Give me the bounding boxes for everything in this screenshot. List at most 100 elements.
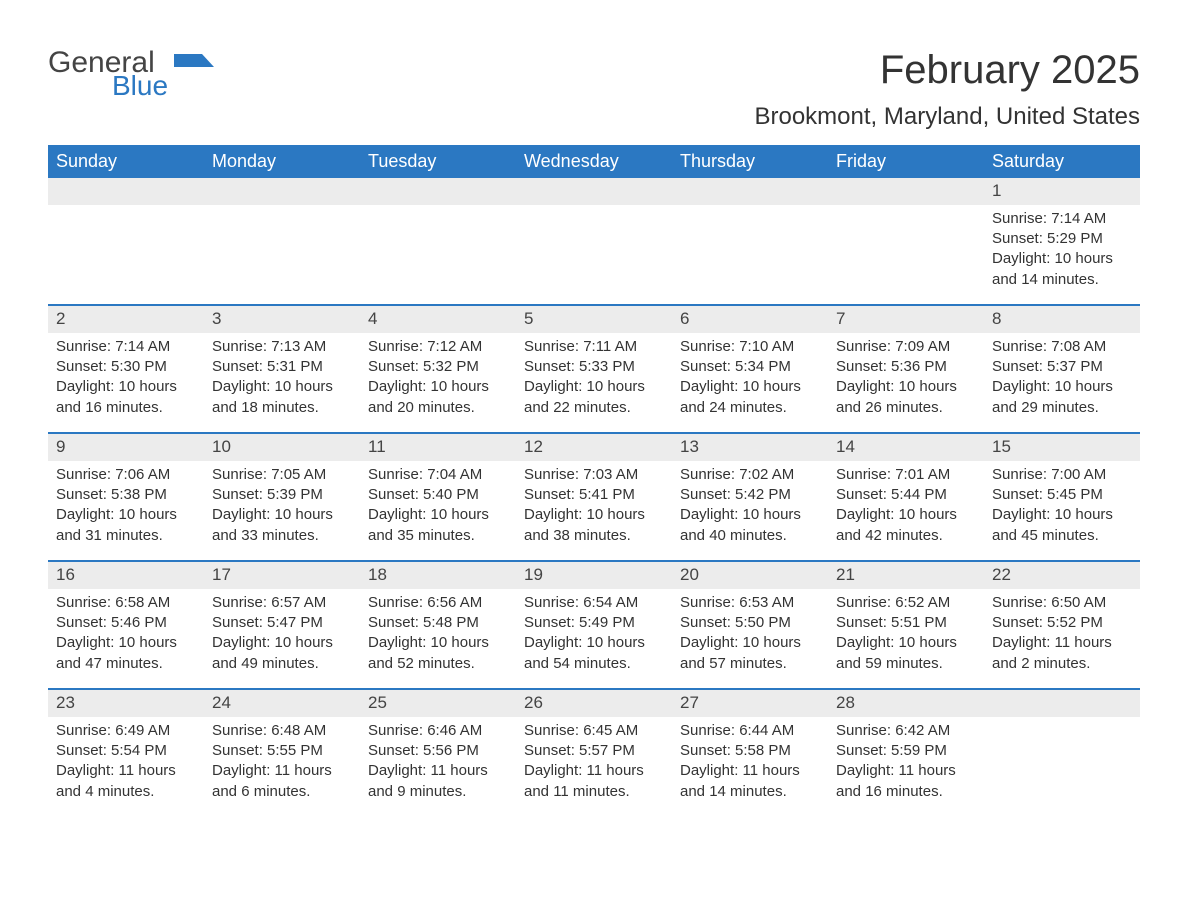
sunset-text: Sunset: 5:38 PM (56, 485, 196, 505)
sunset-text: Sunset: 5:47 PM (212, 613, 352, 633)
day-number: 7 (828, 306, 984, 333)
day-number: 19 (516, 562, 672, 589)
header: General Blue February 2025 Brookmont, Ma… (48, 48, 1140, 131)
calendar-day: 22Sunrise: 6:50 AMSunset: 5:52 PMDayligh… (984, 562, 1140, 688)
day-number: 1 (984, 178, 1140, 205)
sunset-text: Sunset: 5:32 PM (368, 357, 508, 377)
day-number: . (828, 178, 984, 205)
calendar-day: 24Sunrise: 6:48 AMSunset: 5:55 PMDayligh… (204, 690, 360, 816)
daylight-text: Daylight: 11 hours and 4 minutes. (56, 761, 196, 802)
calendar-day: 21Sunrise: 6:52 AMSunset: 5:51 PMDayligh… (828, 562, 984, 688)
title-block: February 2025 Brookmont, Maryland, Unite… (754, 48, 1140, 131)
weekday-header: Monday (204, 145, 360, 178)
sunrise-text: Sunrise: 6:44 AM (680, 721, 820, 741)
calendar-day: . (828, 178, 984, 304)
sunset-text: Sunset: 5:58 PM (680, 741, 820, 761)
daylight-text: Daylight: 10 hours and 35 minutes. (368, 505, 508, 546)
sunset-text: Sunset: 5:51 PM (836, 613, 976, 633)
weeks-container: ......1Sunrise: 7:14 AMSunset: 5:29 PMDa… (48, 178, 1140, 816)
day-number: 28 (828, 690, 984, 717)
sunset-text: Sunset: 5:55 PM (212, 741, 352, 761)
sunrise-text: Sunrise: 6:42 AM (836, 721, 976, 741)
day-number: 5 (516, 306, 672, 333)
page-title: February 2025 (754, 48, 1140, 93)
day-number: 18 (360, 562, 516, 589)
day-number: 14 (828, 434, 984, 461)
calendar-day: 9Sunrise: 7:06 AMSunset: 5:38 PMDaylight… (48, 434, 204, 560)
day-number: 6 (672, 306, 828, 333)
day-number: 4 (360, 306, 516, 333)
sunset-text: Sunset: 5:45 PM (992, 485, 1132, 505)
calendar-day: 23Sunrise: 6:49 AMSunset: 5:54 PMDayligh… (48, 690, 204, 816)
calendar-day: 6Sunrise: 7:10 AMSunset: 5:34 PMDaylight… (672, 306, 828, 432)
day-number: 9 (48, 434, 204, 461)
sunrise-text: Sunrise: 7:03 AM (524, 465, 664, 485)
day-number: . (48, 178, 204, 205)
sunset-text: Sunset: 5:52 PM (992, 613, 1132, 633)
day-number: 10 (204, 434, 360, 461)
sunset-text: Sunset: 5:57 PM (524, 741, 664, 761)
sunrise-text: Sunrise: 7:14 AM (992, 209, 1132, 229)
sunset-text: Sunset: 5:29 PM (992, 229, 1132, 249)
day-number: . (984, 690, 1140, 717)
calendar-day: 7Sunrise: 7:09 AMSunset: 5:36 PMDaylight… (828, 306, 984, 432)
day-number: . (672, 178, 828, 205)
location: Brookmont, Maryland, United States (754, 103, 1140, 131)
weekday-header: Sunday (48, 145, 204, 178)
sunset-text: Sunset: 5:36 PM (836, 357, 976, 377)
day-number: . (516, 178, 672, 205)
sunset-text: Sunset: 5:48 PM (368, 613, 508, 633)
flag-icon (174, 54, 214, 80)
sunrise-text: Sunrise: 6:45 AM (524, 721, 664, 741)
sunset-text: Sunset: 5:30 PM (56, 357, 196, 377)
daylight-text: Daylight: 11 hours and 2 minutes. (992, 633, 1132, 674)
day-number: 13 (672, 434, 828, 461)
daylight-text: Daylight: 10 hours and 16 minutes. (56, 377, 196, 418)
daylight-text: Daylight: 10 hours and 40 minutes. (680, 505, 820, 546)
daylight-text: Daylight: 10 hours and 29 minutes. (992, 377, 1132, 418)
calendar: Sunday Monday Tuesday Wednesday Thursday… (48, 145, 1140, 816)
daylight-text: Daylight: 10 hours and 54 minutes. (524, 633, 664, 674)
day-number: 3 (204, 306, 360, 333)
calendar-day: . (984, 690, 1140, 816)
sunrise-text: Sunrise: 6:56 AM (368, 593, 508, 613)
sunrise-text: Sunrise: 7:02 AM (680, 465, 820, 485)
sunset-text: Sunset: 5:33 PM (524, 357, 664, 377)
day-number: . (204, 178, 360, 205)
calendar-day: 15Sunrise: 7:00 AMSunset: 5:45 PMDayligh… (984, 434, 1140, 560)
daylight-text: Daylight: 11 hours and 16 minutes. (836, 761, 976, 802)
sunrise-text: Sunrise: 6:53 AM (680, 593, 820, 613)
calendar-day: 11Sunrise: 7:04 AMSunset: 5:40 PMDayligh… (360, 434, 516, 560)
day-number: 8 (984, 306, 1140, 333)
weekday-header: Saturday (984, 145, 1140, 178)
calendar-day: 10Sunrise: 7:05 AMSunset: 5:39 PMDayligh… (204, 434, 360, 560)
day-number: 11 (360, 434, 516, 461)
calendar-day: 4Sunrise: 7:12 AMSunset: 5:32 PMDaylight… (360, 306, 516, 432)
day-number: 27 (672, 690, 828, 717)
sunrise-text: Sunrise: 7:00 AM (992, 465, 1132, 485)
sunset-text: Sunset: 5:44 PM (836, 485, 976, 505)
sunrise-text: Sunrise: 7:11 AM (524, 337, 664, 357)
day-number: 15 (984, 434, 1140, 461)
weekday-header: Friday (828, 145, 984, 178)
daylight-text: Daylight: 11 hours and 11 minutes. (524, 761, 664, 802)
sunrise-text: Sunrise: 7:14 AM (56, 337, 196, 357)
weekday-header-row: Sunday Monday Tuesday Wednesday Thursday… (48, 145, 1140, 178)
sunset-text: Sunset: 5:40 PM (368, 485, 508, 505)
sunrise-text: Sunrise: 6:58 AM (56, 593, 196, 613)
daylight-text: Daylight: 10 hours and 38 minutes. (524, 505, 664, 546)
daylight-text: Daylight: 10 hours and 52 minutes. (368, 633, 508, 674)
daylight-text: Daylight: 10 hours and 18 minutes. (212, 377, 352, 418)
sunrise-text: Sunrise: 7:10 AM (680, 337, 820, 357)
calendar-day: 26Sunrise: 6:45 AMSunset: 5:57 PMDayligh… (516, 690, 672, 816)
sunset-text: Sunset: 5:49 PM (524, 613, 664, 633)
sunrise-text: Sunrise: 6:54 AM (524, 593, 664, 613)
calendar-week: ......1Sunrise: 7:14 AMSunset: 5:29 PMDa… (48, 178, 1140, 304)
daylight-text: Daylight: 10 hours and 22 minutes. (524, 377, 664, 418)
sunset-text: Sunset: 5:39 PM (212, 485, 352, 505)
calendar-day: . (360, 178, 516, 304)
sunset-text: Sunset: 5:34 PM (680, 357, 820, 377)
sunset-text: Sunset: 5:41 PM (524, 485, 664, 505)
daylight-text: Daylight: 11 hours and 6 minutes. (212, 761, 352, 802)
weekday-header: Tuesday (360, 145, 516, 178)
